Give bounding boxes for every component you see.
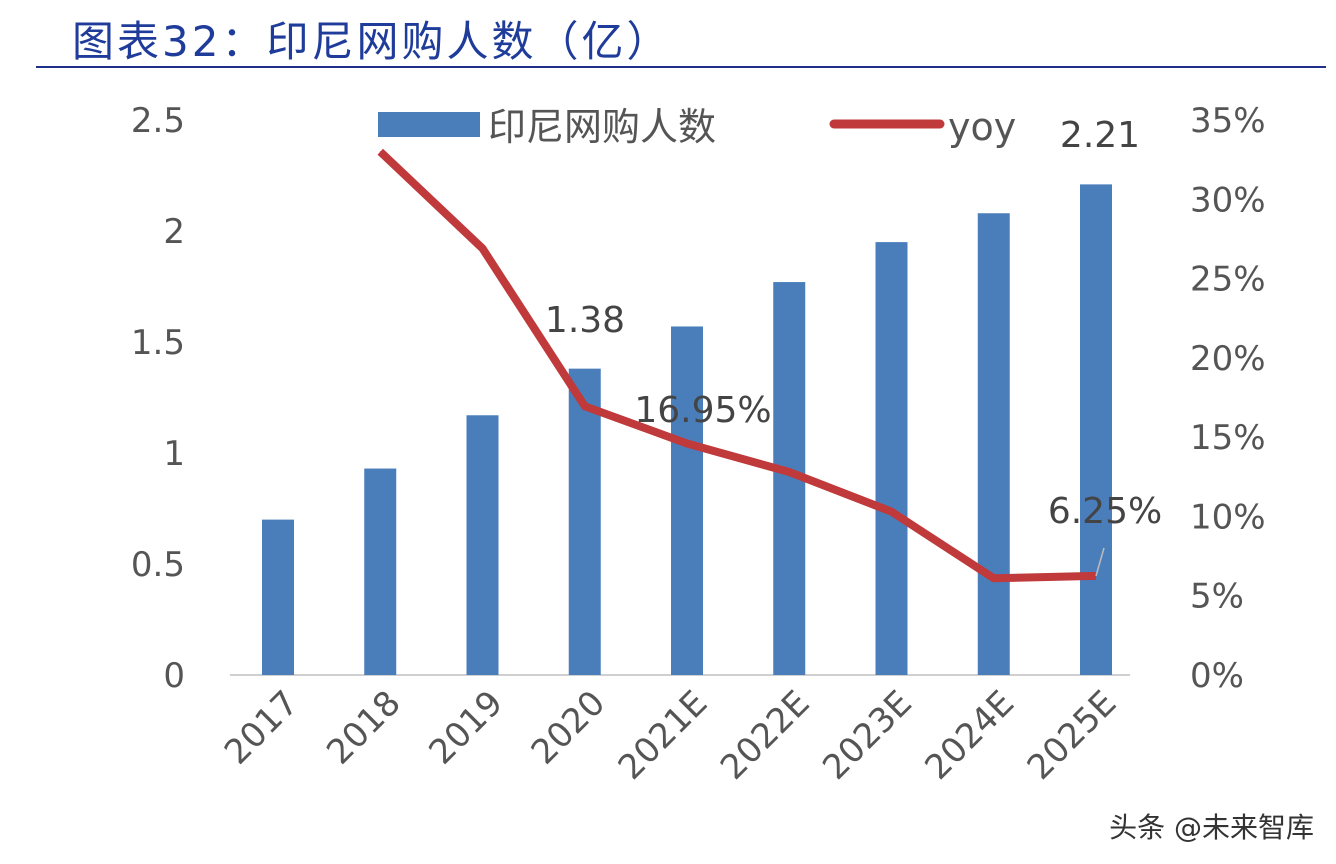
x-axis-tick-label: 2019 (421, 683, 510, 772)
right-axis-tick-label: 35% (1190, 101, 1266, 141)
x-axis-tick-label: 2024E (917, 683, 1022, 788)
left-axis-tick-label: 1 (163, 434, 185, 474)
bar-2025E (1080, 184, 1112, 675)
bar-2020 (568, 368, 601, 675)
x-axis-tick-label: 2025E (1020, 683, 1125, 788)
legend-label-yoy: yoy (948, 105, 1016, 149)
left-axis-tick-label: 0 (163, 656, 185, 696)
yoy-point-2021E (686, 442, 688, 444)
x-axis-tick-label: 2023E (815, 683, 920, 788)
bar-2019 (466, 415, 499, 675)
right-axis-tick-label: 15% (1190, 418, 1266, 458)
right-axis-tick-label: 5% (1190, 577, 1244, 617)
bar-2021E (671, 326, 703, 675)
yoy-point-2019 (482, 247, 483, 249)
left-axis-tick-label: 2 (163, 212, 185, 252)
x-axis-tick-label: 2022E (713, 683, 818, 788)
watermark: 头条 @未来智库 (1109, 811, 1314, 844)
x-axis-tick-label: 2017 (217, 683, 306, 772)
x-axis-tick-label: 2018 (319, 683, 408, 772)
yoy-line (377, 148, 1097, 583)
bar-2023E (875, 242, 908, 675)
yoy-point-2023E (891, 511, 892, 513)
legend-bar-swatch (378, 112, 480, 137)
bar-2018 (364, 468, 397, 675)
yoy-point-2024E (993, 577, 995, 579)
right-axis-tick-label: 10% (1190, 497, 1266, 537)
x-axis-tick-label: 2020 (524, 683, 613, 772)
right-axis-tick-label: 20% (1190, 339, 1266, 379)
left-axis-tick-label: 0.5 (131, 545, 185, 585)
data-label: 16.95% (634, 390, 771, 431)
bar-2017 (262, 519, 294, 675)
right-axis-tick-label: 0% (1190, 656, 1244, 696)
data-label: 2.21 (1060, 115, 1140, 156)
right-axis-tick-label: 30% (1190, 180, 1266, 220)
yoy-point-2022E (788, 471, 790, 473)
data-label-leader (1095, 547, 1105, 577)
yoy-point-2020 (584, 405, 586, 407)
yoy-point-2018 (379, 151, 381, 153)
chart-title: 图表32：印尼网购人数（亿） (72, 17, 672, 66)
x-axis-tick-label: 2021E (611, 683, 716, 788)
data-label: 1.38 (545, 300, 625, 341)
data-label: 6.25% (1048, 491, 1162, 532)
left-axis-tick-label: 1.5 (131, 323, 185, 363)
bar-2024E (977, 213, 1010, 676)
left-axis-tick-label: 2.5 (131, 101, 185, 141)
title-divider (36, 66, 1326, 68)
right-axis-tick-label: 25% (1190, 260, 1266, 300)
legend-label-bars: 印尼网购人数 (488, 105, 716, 149)
